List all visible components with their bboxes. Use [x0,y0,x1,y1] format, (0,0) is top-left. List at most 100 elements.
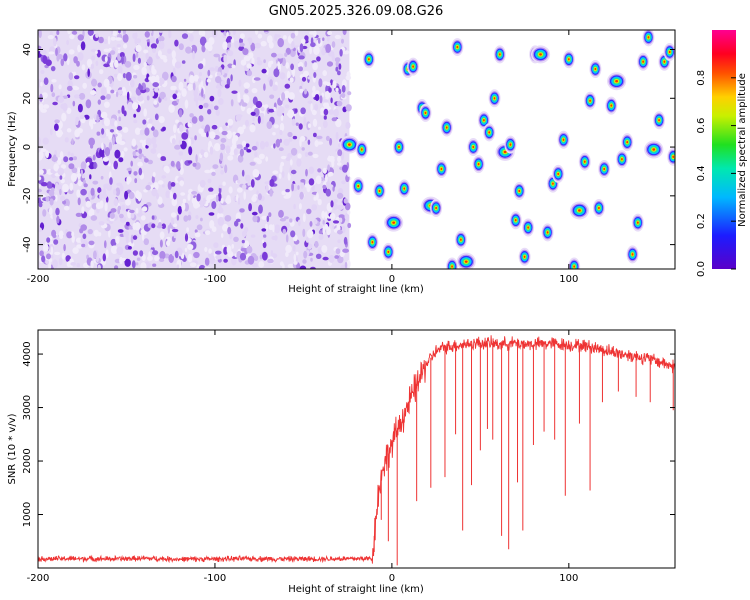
peak-ring [412,65,415,68]
noise-blob [114,120,118,127]
noise-blob [287,109,295,119]
noise-blob [187,193,191,201]
noise-blob [194,203,201,208]
noise-blob [199,179,206,188]
noise-blob [272,132,276,136]
noise-blob [257,33,263,39]
noise-blob [157,153,162,158]
noise-blob [242,124,246,130]
noise-blob [208,187,214,192]
peak-ring [658,119,660,122]
peak-ring [518,189,521,193]
noise-blob [239,37,243,44]
noise-blob [63,244,66,252]
noise-blob [40,108,47,113]
noise-blob [347,169,350,177]
noise-blob [46,253,51,260]
noise-blob [108,229,111,238]
noise-blob [57,167,65,176]
noise-blob [40,49,47,56]
snr-panel: -200 -100 0 100 1000 2000 3000 4000 Height of s… [7,329,676,595]
noise-blob [330,200,334,208]
noise-blob [92,180,99,185]
noise-blob [334,57,341,63]
noise-blob [58,257,63,266]
noise-blob [285,188,290,193]
noise-blob [269,178,275,187]
y-tick-label: 20 [22,92,33,105]
noise-blob [170,217,174,226]
noise-blob [300,181,305,189]
noise-blob [98,36,104,44]
noise-blob [144,262,152,267]
noise-blob [167,48,172,54]
snr-ylabel: SNR (10 * v/v) [7,413,18,484]
noise-blob [48,51,55,55]
noise-blob [284,83,291,89]
noise-blob [208,74,213,79]
noise-blob [305,168,308,177]
noise-blob [80,161,87,171]
noise-blob [113,188,116,195]
noise-blob [124,258,131,267]
noise-blob [99,191,103,201]
noise-blob [285,156,291,162]
noise-blob [299,43,304,53]
noise-blob [298,66,304,72]
noise-blob [154,113,159,121]
noise-blob [167,181,172,190]
peak-mark [392,138,405,157]
noise-blob [70,262,76,266]
noise-blob [209,220,215,229]
noise-blob [90,215,98,221]
noise-blob [38,188,42,193]
noise-blob [217,88,222,98]
noise-blob [265,184,269,193]
noise-blob [172,223,178,228]
noise-blob [143,61,147,68]
noise-blob [251,196,257,202]
noise-blob [337,155,341,163]
noise-blob [306,229,314,239]
noise-blob [147,159,153,165]
noise-blob [176,214,180,221]
noise-blob [276,109,283,117]
noise-blob [219,152,224,162]
noise-blob [108,47,112,52]
noise-blob [237,126,245,135]
noise-blob [170,182,176,187]
noise-blob [51,79,57,83]
noise-blob [193,251,200,259]
noise-blob [109,212,115,219]
noise-blob [265,67,269,76]
noise-blob [231,37,235,44]
noise-blob [141,233,145,241]
noise-blob [103,117,111,127]
noise-blob [80,237,84,243]
noise-blob [85,157,93,164]
noise-blob [313,62,318,70]
noise-blob [95,33,99,38]
noise-blob [235,218,241,223]
noise-blob [69,34,75,40]
noise-blob [135,44,142,53]
noise-blob [123,147,128,152]
noise-blob [256,60,263,66]
noise-blob [56,54,60,62]
noise-blob [270,249,274,256]
noise-blob [133,113,137,118]
noise-blob [231,244,234,249]
noise-blob [290,230,296,238]
noise-blob [209,67,215,72]
noise-blob [117,65,123,74]
noise-blob [170,160,175,167]
noise-blob [263,30,269,33]
y-tick-label: 0 [22,144,33,150]
noise-blob [217,98,224,105]
noise-blob [342,30,347,36]
noise-blob [134,178,138,184]
noise-blob [328,109,335,115]
noise-blob [148,118,153,124]
noise-blob [267,61,272,68]
noise-blob [213,53,220,58]
